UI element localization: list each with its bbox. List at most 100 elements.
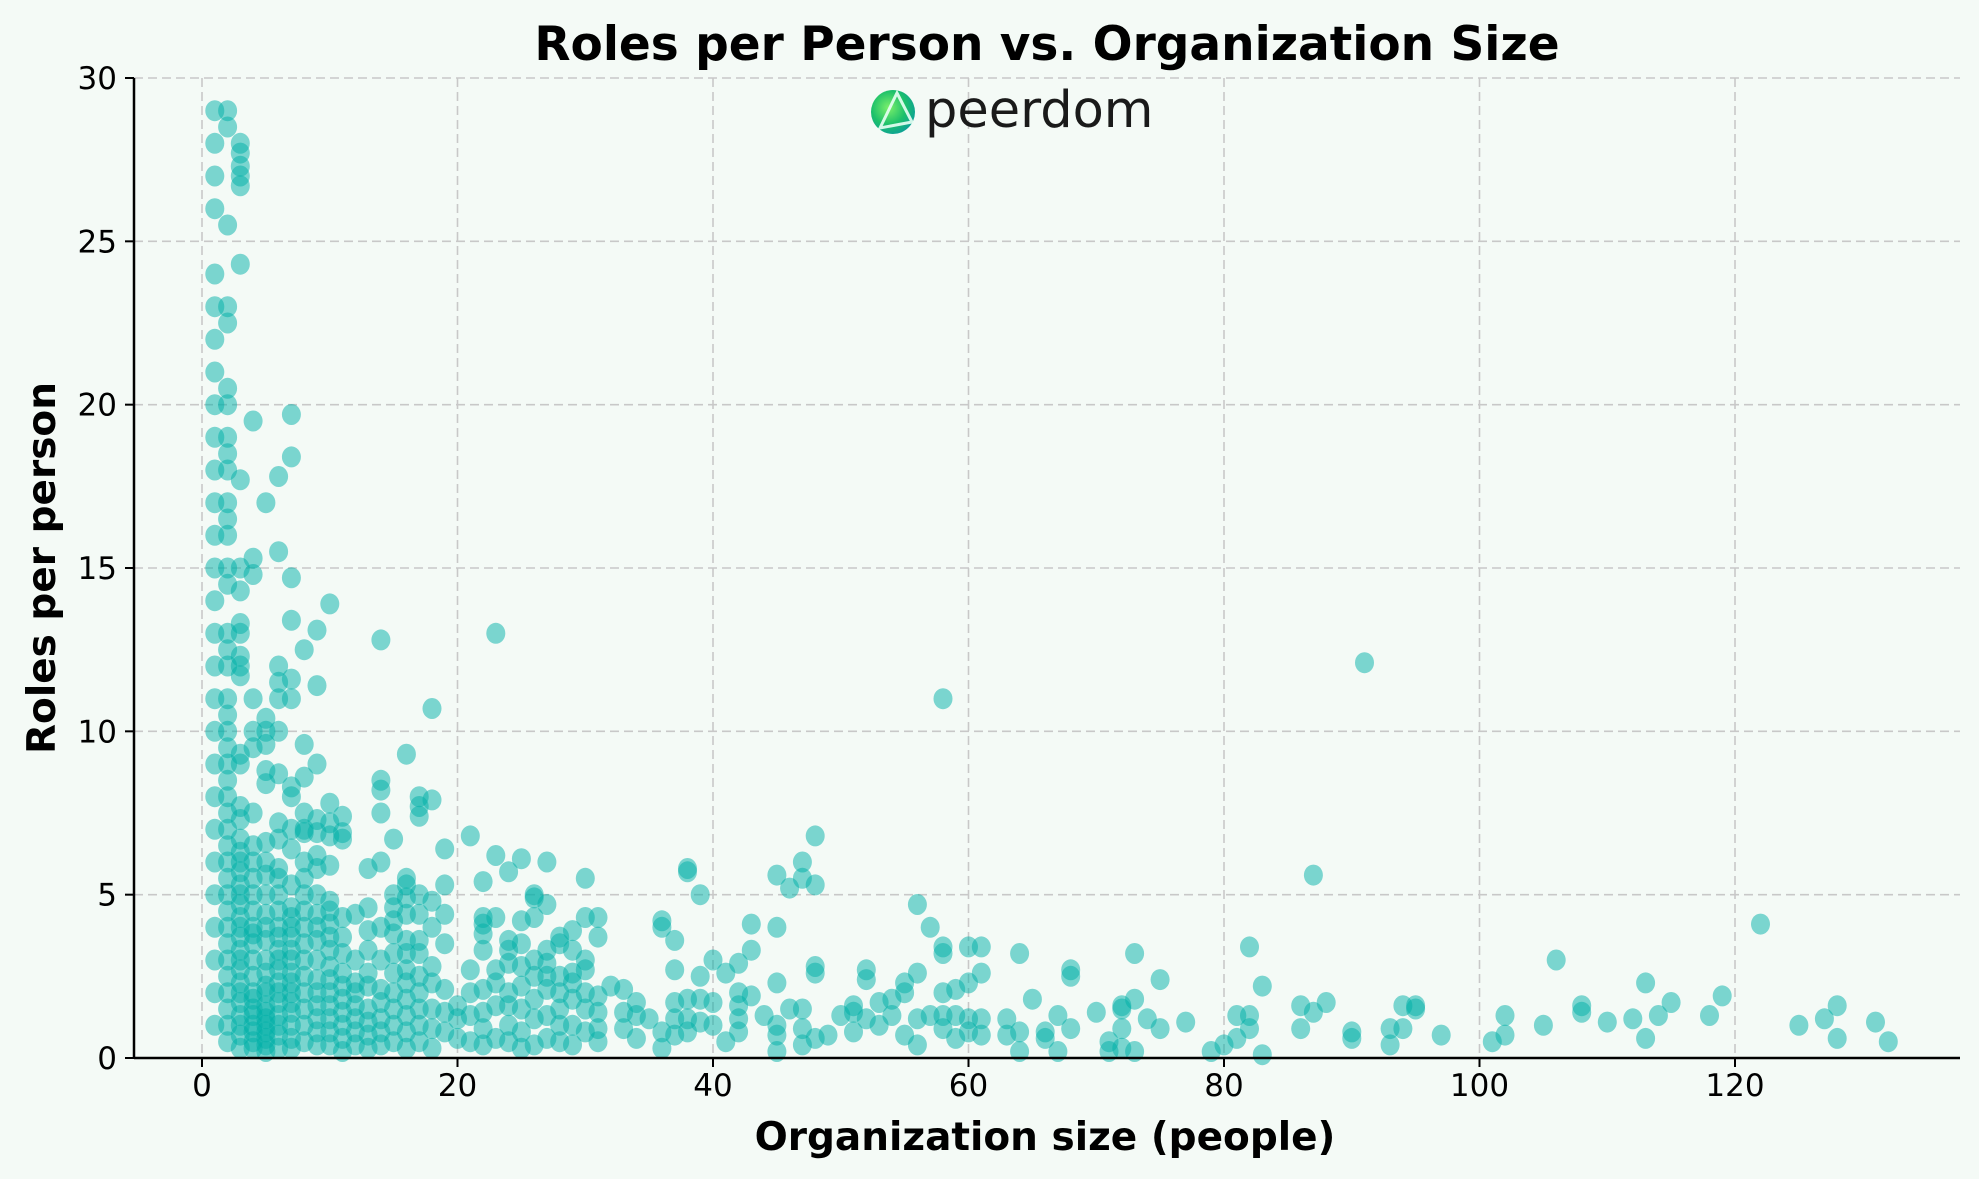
data-point	[741, 913, 761, 935]
data-point	[205, 165, 225, 187]
data-point	[422, 916, 442, 938]
data-point	[575, 867, 595, 889]
data-point	[205, 198, 225, 220]
data-point	[320, 593, 340, 615]
data-point	[971, 1024, 991, 1046]
data-point	[473, 939, 493, 961]
data-point	[588, 1001, 608, 1023]
data-point	[218, 312, 238, 334]
data-point	[218, 720, 238, 742]
data-point	[511, 933, 531, 955]
data-point	[1342, 1027, 1362, 1049]
data-point	[294, 733, 314, 755]
data-point	[422, 890, 442, 912]
data-point	[1252, 975, 1272, 997]
data-point	[895, 982, 915, 1004]
data-point	[435, 903, 455, 925]
data-point	[269, 655, 289, 677]
data-point	[1125, 988, 1145, 1010]
data-point	[907, 1034, 927, 1056]
data-point	[805, 962, 825, 984]
data-point	[1380, 1034, 1400, 1056]
data-point	[767, 972, 787, 994]
data-point	[626, 1027, 646, 1049]
grid-lines	[134, 77, 1960, 1058]
data-point	[205, 263, 225, 285]
data-point	[971, 962, 991, 984]
data-point	[588, 926, 608, 948]
data-point	[243, 547, 263, 569]
data-point	[933, 943, 953, 964]
data-point	[294, 766, 314, 788]
data-point	[499, 861, 519, 883]
data-point	[473, 923, 493, 945]
data-point	[665, 959, 685, 981]
data-point	[435, 874, 455, 896]
data-point	[1125, 943, 1145, 964]
data-point	[269, 466, 289, 487]
data-point	[1035, 1027, 1055, 1049]
data-point	[281, 567, 301, 589]
data-point	[1661, 992, 1681, 1013]
data-point	[1751, 913, 1770, 935]
data-point	[218, 769, 238, 791]
y-tick-label: 25	[78, 224, 117, 260]
y-tick-label: 5	[97, 878, 117, 914]
data-point	[396, 743, 416, 765]
data-point	[281, 668, 301, 690]
data-point	[1636, 972, 1656, 994]
data-point	[358, 897, 378, 919]
data-point	[371, 779, 391, 801]
y-tick-label: 30	[78, 61, 117, 97]
data-point	[281, 446, 301, 468]
data-point	[333, 926, 352, 948]
data-point	[1086, 1001, 1106, 1023]
data-point	[218, 116, 238, 138]
data-point	[882, 1005, 902, 1026]
data-point	[1303, 864, 1323, 886]
data-point	[269, 541, 289, 563]
data-point	[1112, 1018, 1132, 1040]
data-point	[792, 851, 812, 873]
data-point	[243, 802, 263, 824]
data-point	[729, 1021, 749, 1043]
data-point	[422, 956, 442, 977]
data-point	[333, 828, 352, 850]
data-point	[460, 959, 480, 981]
data-point	[511, 848, 531, 870]
data-point	[1572, 1001, 1592, 1023]
data-point	[1252, 1044, 1272, 1066]
data-point	[665, 929, 685, 951]
data-point	[971, 1008, 991, 1030]
data-point	[243, 564, 263, 585]
data-point	[218, 492, 238, 514]
data-point	[218, 214, 238, 236]
data-point	[230, 622, 250, 644]
data-point	[243, 688, 263, 710]
data-point	[805, 825, 825, 847]
data-point	[230, 753, 250, 775]
data-point	[371, 629, 391, 651]
data-point	[1597, 1011, 1617, 1033]
data-point	[218, 508, 238, 530]
data-point	[409, 943, 429, 964]
data-point	[333, 805, 352, 827]
data-point	[435, 978, 455, 1000]
x-tick-label: 0	[192, 1068, 212, 1104]
data-point	[1061, 1018, 1081, 1040]
data-point	[1700, 1005, 1719, 1026]
data-point	[281, 609, 301, 631]
data-point	[767, 1024, 787, 1046]
data-point	[767, 916, 787, 938]
data-point	[1636, 1027, 1656, 1049]
data-point	[307, 753, 327, 775]
data-point	[1406, 995, 1426, 1017]
data-point	[511, 1021, 531, 1043]
data-point	[320, 854, 340, 876]
data-point	[218, 296, 238, 318]
data-point	[537, 851, 557, 873]
data-point	[652, 1037, 672, 1059]
data-point	[1061, 965, 1081, 987]
data-point	[1495, 1005, 1515, 1026]
data-point	[703, 949, 723, 971]
